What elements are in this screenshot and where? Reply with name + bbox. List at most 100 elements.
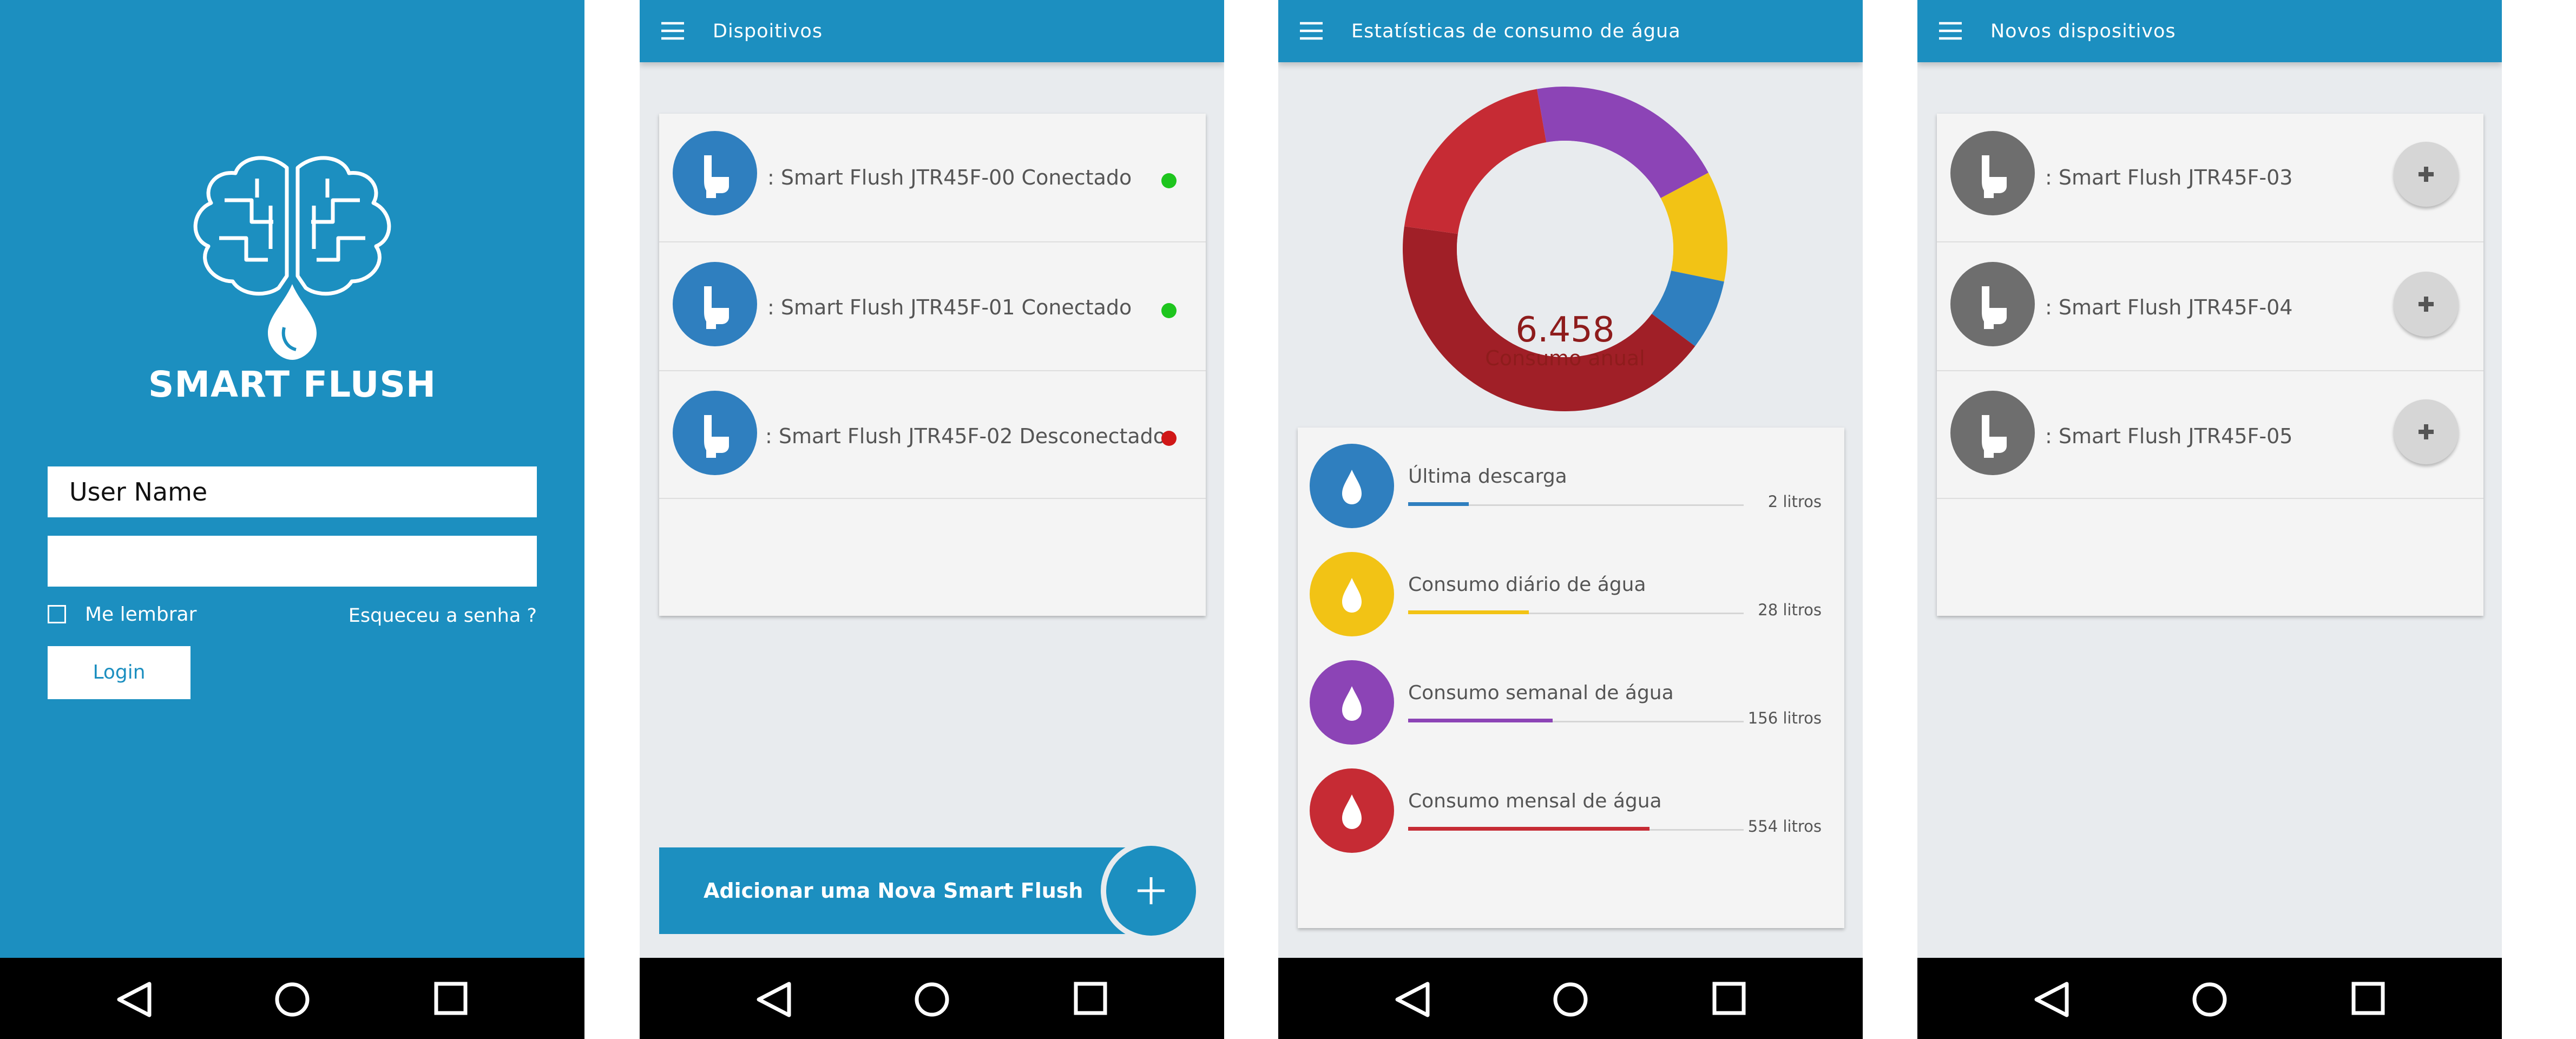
device-row[interactable]: : Smart Flush JTR45F-01 Conectado	[659, 241, 1206, 371]
login-button[interactable]: Login	[48, 646, 190, 699]
stat-bar	[1408, 610, 1529, 614]
app-bar: Estatísticas de consumo de água	[1278, 0, 1863, 62]
annual-consumption-donut: 6.458 Consumo anual	[1403, 86, 1727, 411]
status-dot	[1161, 173, 1177, 188]
plus-icon	[2419, 167, 2434, 182]
add-fab-button[interactable]	[1101, 840, 1201, 941]
app-brand-title: SMART FLUSH	[148, 364, 437, 405]
device-row[interactable]: : Smart Flush JTR45F-02 Desconectado	[659, 370, 1206, 499]
stat-track	[1408, 721, 1744, 722]
home-icon[interactable]	[273, 981, 311, 1018]
password-field[interactable]	[48, 536, 537, 587]
menu-icon[interactable]	[1299, 22, 1324, 40]
water-drop-icon	[1310, 660, 1394, 745]
donut-segment	[1660, 173, 1727, 282]
android-nav-bar	[1278, 958, 1863, 1039]
stat-title: Consumo mensal de água	[1408, 790, 1662, 812]
stat-row: Consumo semanal de água 156 litros	[1298, 660, 1844, 752]
toilet-icon	[673, 262, 757, 346]
add-device-label: Adicionar uma Nova Smart Flush	[704, 879, 1083, 903]
add-device-button[interactable]	[2394, 142, 2459, 207]
stat-bar	[1408, 719, 1553, 722]
device-list-card: : Smart Flush JTR45F-00 Conectado : Smar…	[659, 114, 1206, 616]
stat-title: Consumo semanal de água	[1408, 682, 1674, 704]
status-dot	[1161, 431, 1177, 446]
android-nav-bar	[0, 958, 584, 1039]
new-device-row: : Smart Flush JTR45F-03	[1937, 114, 2483, 242]
recent-apps-icon[interactable]	[2350, 981, 2386, 1016]
home-icon[interactable]	[2191, 981, 2229, 1018]
new-device-row: : Smart Flush JTR45F-04	[1937, 241, 2483, 371]
menu-icon[interactable]	[660, 22, 685, 40]
stat-title: Última descarga	[1408, 465, 1567, 488]
back-icon[interactable]	[1392, 981, 1435, 1018]
status-dot	[1161, 303, 1177, 318]
home-icon[interactable]	[913, 981, 951, 1018]
remember-me-label: Me lembrar	[85, 603, 197, 626]
device-label: : Smart Flush JTR45F-03	[2045, 166, 2293, 189]
stat-value: 28 litros	[1758, 601, 1822, 619]
add-device-button[interactable]: Adicionar uma Nova Smart Flush	[659, 847, 1146, 934]
stat-track	[1408, 613, 1744, 614]
donut-label: Consumo anual	[1485, 346, 1645, 370]
donut-segment	[1652, 271, 1724, 346]
device-row[interactable]: : Smart Flush JTR45F-00 Conectado	[659, 114, 1206, 242]
stat-value: 554 litros	[1747, 817, 1822, 836]
donut-segment	[1536, 86, 1708, 199]
recent-apps-icon[interactable]	[1711, 981, 1747, 1016]
stat-bar	[1408, 827, 1650, 831]
device-label: : Smart Flush JTR45F-01 Conectado	[767, 295, 1132, 319]
water-drop-icon	[1310, 552, 1394, 636]
android-nav-bar	[1917, 958, 2502, 1039]
donut-hole	[1457, 141, 1673, 357]
toilet-icon	[673, 391, 757, 475]
device-label: : Smart Flush JTR45F-05	[2045, 424, 2293, 448]
forgot-password-link[interactable]: Esqueceu a senha ?	[348, 605, 537, 627]
stat-track	[1408, 504, 1744, 506]
device-label: : Smart Flush JTR45F-04	[2045, 295, 2293, 319]
plus-icon	[2419, 424, 2434, 439]
new-device-row: : Smart Flush JTR45F-05	[1937, 370, 2483, 499]
add-device-button[interactable]	[2394, 399, 2459, 464]
page-title: Novos dispositivos	[1990, 21, 2176, 42]
page-title: Estatísticas de consumo de água	[1351, 21, 1681, 42]
stat-title: Consumo diário de água	[1408, 574, 1646, 596]
devices-screen: Dispoitivos : Smart Flush JTR45F-00 Cone…	[640, 0, 1224, 1039]
statistics-screen: Estatísticas de consumo de água 6.458 Co…	[1278, 0, 1863, 1039]
donut-segment	[1404, 89, 1547, 234]
device-label: : Smart Flush JTR45F-00 Conectado	[767, 166, 1132, 189]
stat-row: Consumo diário de água 28 litros	[1298, 552, 1844, 644]
android-nav-bar	[640, 958, 1224, 1039]
page-title: Dispoitivos	[713, 21, 823, 42]
stat-value: 156 litros	[1747, 709, 1822, 727]
remember-me-checkbox[interactable]	[48, 605, 66, 623]
brain-drop-logo	[176, 146, 409, 365]
donut-segment	[1403, 226, 1696, 411]
stat-row: Última descarga 2 litros	[1298, 444, 1844, 536]
recent-apps-icon[interactable]	[1073, 981, 1108, 1016]
stat-row: Consumo mensal de água 554 litros	[1298, 768, 1844, 860]
login-screen: SMART FLUSH User Name Me lembrar Esquece…	[0, 0, 584, 1039]
water-drop-icon	[1310, 444, 1394, 528]
app-bar: Dispoitivos	[640, 0, 1224, 62]
plus-icon	[2419, 297, 2434, 312]
toilet-icon	[1950, 131, 2035, 215]
back-icon[interactable]	[753, 981, 797, 1018]
add-device-button[interactable]	[2394, 272, 2459, 337]
stat-bar	[1408, 502, 1469, 506]
plus-icon	[1138, 877, 1165, 904]
username-field[interactable]: User Name	[48, 466, 537, 517]
new-devices-screen: Novos dispositivos : Smart Flush JTR45F-…	[1917, 0, 2502, 1039]
device-label: : Smart Flush JTR45F-02 Desconectado	[765, 424, 1166, 448]
new-device-list-card: : Smart Flush JTR45F-03 : Smart Flush JT…	[1937, 114, 2483, 616]
recent-apps-icon[interactable]	[433, 981, 469, 1016]
stat-value: 2 litros	[1767, 492, 1822, 511]
home-icon[interactable]	[1552, 981, 1589, 1018]
username-value: User Name	[69, 477, 208, 507]
menu-icon[interactable]	[1938, 22, 1963, 40]
toilet-icon	[673, 131, 757, 215]
back-icon[interactable]	[114, 981, 157, 1018]
donut-value: 6.458	[1515, 310, 1615, 350]
back-icon[interactable]	[2031, 981, 2074, 1018]
toilet-icon	[1950, 391, 2035, 475]
